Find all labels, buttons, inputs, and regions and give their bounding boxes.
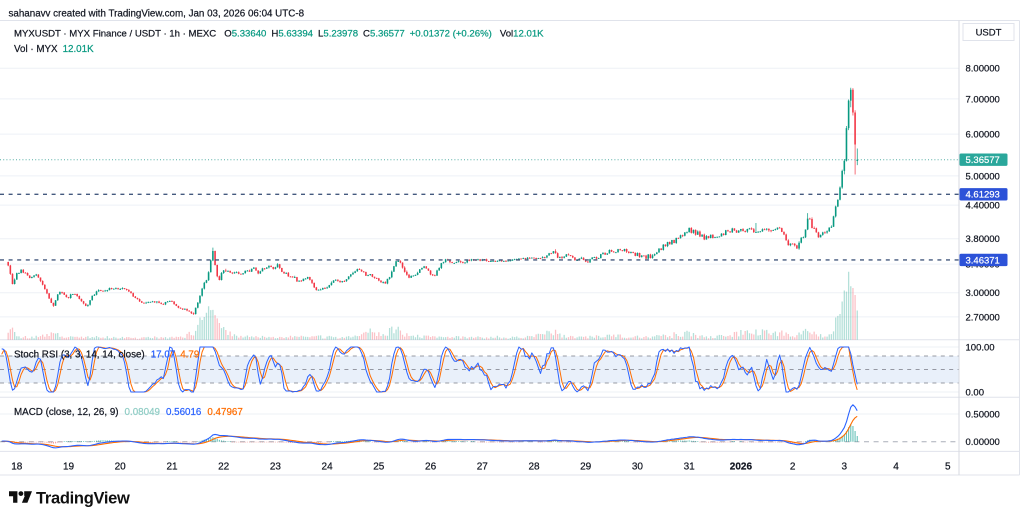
svg-text:5.36577: 5.36577 [966, 155, 1000, 166]
svg-text:21: 21 [166, 461, 178, 472]
svg-text:5.00000: 5.00000 [966, 171, 1000, 182]
svg-text:3: 3 [842, 461, 848, 472]
svg-text:7.00000: 7.00000 [966, 94, 1000, 105]
svg-text:sahanavv created with TradingV: sahanavv created with TradingView.com, J… [9, 9, 305, 20]
svg-text:26: 26 [425, 461, 437, 472]
svg-text:USDT: USDT [976, 27, 1002, 38]
svg-text:2.70000: 2.70000 [966, 312, 1000, 323]
svg-text:0.00: 0.00 [966, 387, 985, 398]
svg-text:23: 23 [270, 461, 282, 472]
svg-text:MYXUSDT · MYX Finance / USDT ·: MYXUSDT · MYX Finance / USDT · 1h · MEXC… [14, 28, 544, 39]
svg-text:100.00: 100.00 [966, 342, 995, 353]
svg-text:0.50000: 0.50000 [966, 409, 1000, 420]
svg-text:4.61293: 4.61293 [966, 190, 1000, 201]
svg-text:6.00000: 6.00000 [966, 130, 1000, 141]
svg-text:4.40000: 4.40000 [966, 201, 1000, 212]
svg-text:2026: 2026 [730, 461, 753, 472]
svg-text:4: 4 [893, 461, 899, 472]
svg-text:TradingView: TradingView [36, 490, 130, 508]
svg-text:28: 28 [528, 461, 540, 472]
svg-text:18: 18 [11, 461, 23, 472]
svg-text:Stoch RSI (3, 3, 14, 14, close: Stoch RSI (3, 3, 14, 14, close) 17.07 4.79 [14, 349, 199, 360]
svg-text:29: 29 [580, 461, 592, 472]
svg-text:20: 20 [115, 461, 127, 472]
svg-text:2: 2 [790, 461, 796, 472]
svg-text:19: 19 [63, 461, 75, 472]
svg-text:5: 5 [945, 461, 951, 472]
svg-text:24: 24 [322, 461, 334, 472]
svg-text:3.80000: 3.80000 [966, 234, 1000, 245]
svg-text:30: 30 [632, 461, 644, 472]
svg-text:31: 31 [684, 461, 696, 472]
svg-text:3.46371: 3.46371 [966, 255, 1000, 266]
svg-text:8.00000: 8.00000 [966, 64, 1000, 75]
svg-text:3.00000: 3.00000 [966, 288, 1000, 299]
svg-text:27: 27 [477, 461, 489, 472]
svg-text:25: 25 [373, 461, 385, 472]
svg-text:22: 22 [218, 461, 230, 472]
svg-text:MACD (close, 12, 26, 9)0.08049: MACD (close, 12, 26, 9) 0.08049 0.56016 0.4… [14, 407, 243, 418]
svg-text:0.00000: 0.00000 [966, 437, 1000, 448]
